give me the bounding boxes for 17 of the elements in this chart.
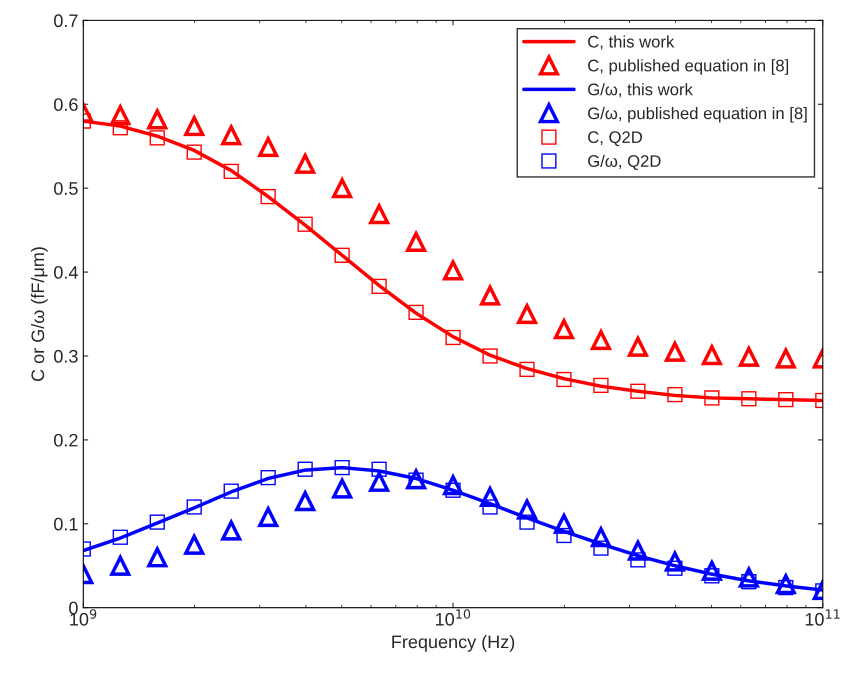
y-tick-label: 0.2 bbox=[54, 434, 78, 447]
y-tick-label: 0.3 bbox=[54, 350, 78, 363]
y-tick-label: 0.4 bbox=[54, 266, 78, 279]
x-tick-label: 10$^{10}$ bbox=[436, 609, 470, 626]
legend-label: G/ω, this work bbox=[588, 83, 693, 98]
legend-label: C, published equation in [8] bbox=[588, 59, 788, 75]
y-tick-label: 0.1 bbox=[54, 518, 78, 531]
x-tick-label: 10$^{11}$ bbox=[806, 609, 840, 626]
x-axis-title: Frequency (Hz) bbox=[392, 634, 514, 652]
legend-label: G/ω, Q2D bbox=[588, 154, 661, 170]
legend-label: G/ω, published equation in [8] bbox=[588, 106, 807, 123]
y-tick-label: 0.6 bbox=[54, 98, 78, 111]
legend-label: C, Q2D bbox=[588, 131, 642, 146]
y-tick-label: 0.7 bbox=[54, 14, 78, 28]
y-axis-title: C or G/ω (fF/μm) bbox=[30, 247, 48, 382]
legend-label: C, this work bbox=[588, 35, 674, 50]
y-tick-label: 0.5 bbox=[54, 182, 78, 195]
